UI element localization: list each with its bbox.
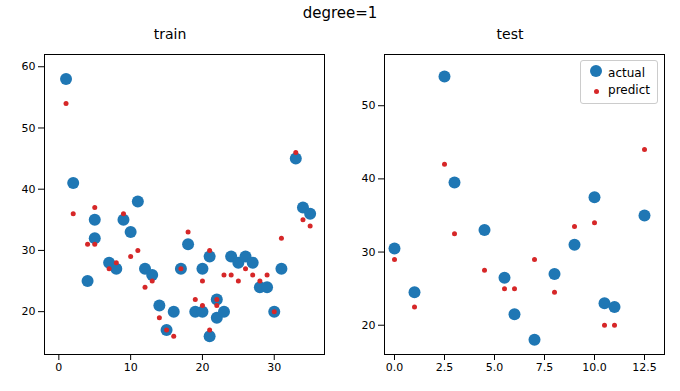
svg-text:7.5: 7.5 xyxy=(536,361,554,374)
svg-text:2.5: 2.5 xyxy=(436,361,454,374)
svg-text:20: 20 xyxy=(22,305,36,318)
html-text:train: train xyxy=(153,26,187,42)
svg-text:5.0: 5.0 xyxy=(486,361,504,374)
svg-text:50: 50 xyxy=(22,121,36,134)
svg-text:20: 20 xyxy=(362,319,376,332)
svg-text:30: 30 xyxy=(267,361,281,374)
html-text:actual: actual xyxy=(608,66,645,80)
svg-text:12.5: 12.5 xyxy=(632,361,657,374)
html-text:test: test xyxy=(496,26,524,42)
svg-text:0: 0 xyxy=(55,361,62,374)
svg-text:0.0: 0.0 xyxy=(386,361,404,374)
html-text:predict: predict xyxy=(608,83,650,97)
svg-text:40: 40 xyxy=(22,183,36,196)
svg-text:50: 50 xyxy=(362,99,376,112)
html-text:degree=1: degree=1 xyxy=(302,4,378,22)
svg-text:40: 40 xyxy=(362,172,376,185)
svg-text:10: 10 xyxy=(124,361,138,374)
svg-text:10.0: 10.0 xyxy=(582,361,607,374)
svg-text:30: 30 xyxy=(22,244,36,257)
svg-text:20: 20 xyxy=(195,361,209,374)
svg-text:30: 30 xyxy=(362,246,376,259)
svg-text:60: 60 xyxy=(22,60,36,73)
